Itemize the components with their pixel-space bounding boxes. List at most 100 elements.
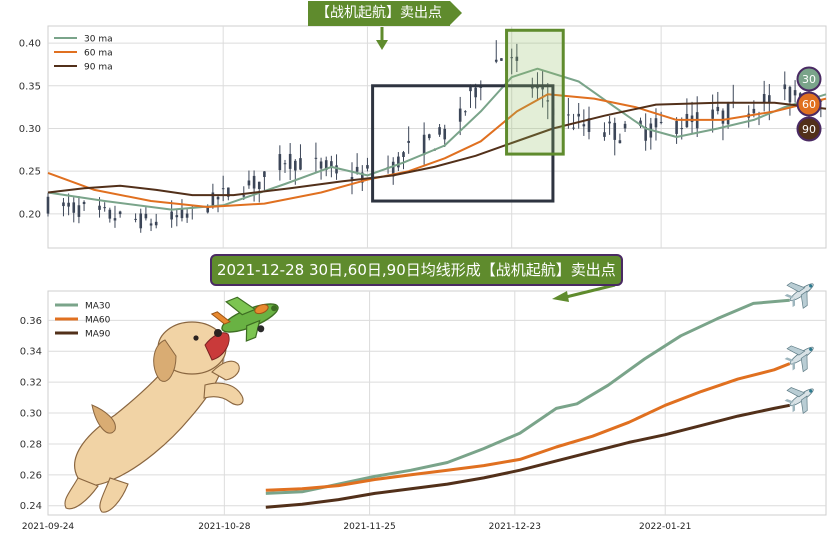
candle-body [118,211,122,215]
candle-body [726,103,730,125]
candle-body [531,87,534,89]
candle-body [752,108,756,114]
ma-badge-label: 60 [802,98,816,111]
candle-body [443,128,447,140]
candle-body [577,113,580,117]
toy-plane-wing [245,319,261,342]
candle-body [108,209,112,219]
top-y-tick-label: 0.30 [19,124,41,135]
candle-body [170,211,173,220]
airplane-icon [784,345,814,373]
candle-body [98,205,101,210]
candle-body [541,85,544,90]
candle-body [278,154,282,171]
candle-body [680,128,684,130]
airplane-cockpit [809,347,813,351]
bottom-y-tick-label: 0.24 [20,501,42,512]
candle-body [263,171,266,177]
candle-body [144,213,148,219]
candle-body [324,160,328,171]
candle-body [427,134,431,139]
candle-body [623,123,627,129]
toy-plane-wheel [257,325,265,333]
candle-body [438,127,441,135]
puppy-ear [153,339,177,382]
candle-body [221,188,225,190]
puppy-tail [91,404,116,434]
top-legend-label: 60 ma [84,49,113,59]
candle-body [314,157,318,159]
puppy-front-leg [203,382,244,406]
candle-body [793,90,797,96]
candle-body [283,163,287,165]
airplane-tail [792,361,796,371]
toy-plane-cockpit [254,304,269,315]
puppy-front-leg [211,360,240,381]
candle-body [252,175,256,189]
top-y-tick-label: 0.25 [19,167,41,178]
candle-body [469,87,472,92]
candle-body [149,223,153,226]
airplane-wing [800,353,808,373]
candle-body [134,218,137,220]
candle-body [185,213,189,218]
candle-body [247,180,251,186]
candle-body [603,132,606,137]
bottom-ma-line-MA60 [265,362,791,492]
candle-body [711,109,714,119]
airplane-cockpit [809,389,813,393]
airplane-cockpit [809,284,813,288]
candle-body [62,202,65,207]
bottom-legend-label: MA90 [85,330,111,340]
candle-body [397,156,400,168]
bottom-x-tick-label: 2021-09-24 [22,522,75,532]
airplane-tail [784,357,794,362]
candle-body [330,161,333,168]
bottom-y-tick-label: 0.30 [20,409,42,420]
candle-body [788,86,792,103]
candle-body [175,215,179,218]
candle-body [716,106,720,112]
puppy-nose [214,329,222,337]
bottom-y-tick-label: 0.26 [20,470,42,481]
candle-body [644,127,647,141]
top-ma-line-30ma [47,67,827,211]
airplane-wing [786,345,806,356]
bottom-x-tick-label: 2021-12-23 [489,522,541,532]
candle-body [299,158,302,170]
candle-body [783,84,787,90]
bottom-y-tick-label: 0.34 [20,347,42,358]
toy-plane-propeller [271,305,278,312]
candle-body [288,153,292,169]
airplane-wing [800,395,808,414]
candle-body [154,221,158,226]
airplane-tail [784,293,794,299]
candle-body [510,57,514,59]
candle-body [690,115,694,123]
candle-body [350,177,354,180]
candle-body [500,58,503,61]
candle-body [659,121,663,123]
puppy-illustration [64,321,244,513]
left-arrow-shaft [565,283,616,299]
top-ma-line-90ma [47,101,827,197]
airplane-wing [786,387,806,398]
candle-body [582,124,586,127]
candle-body [335,165,338,174]
candle-body [762,94,766,103]
bottom-ma-line-MA30 [265,298,790,495]
candle-body [613,122,617,140]
candle-body [587,118,591,132]
green-toy-plane-icon [210,296,279,342]
puppy-hind-leg [64,477,99,510]
candle-body [360,172,364,183]
top-legend-label: 30 ma [84,35,113,45]
candle-body [567,114,570,116]
bottom-x-tick-label: 2022-01-21 [639,522,691,532]
candle-body [206,206,210,213]
left-arrow-icon [552,291,569,302]
top-sell-point-banner: 【战机起航】卖出点 [308,1,462,26]
bottom-legend-label: MA60 [85,316,111,326]
ma-badge-90 [796,116,822,142]
candle-body [515,56,519,61]
